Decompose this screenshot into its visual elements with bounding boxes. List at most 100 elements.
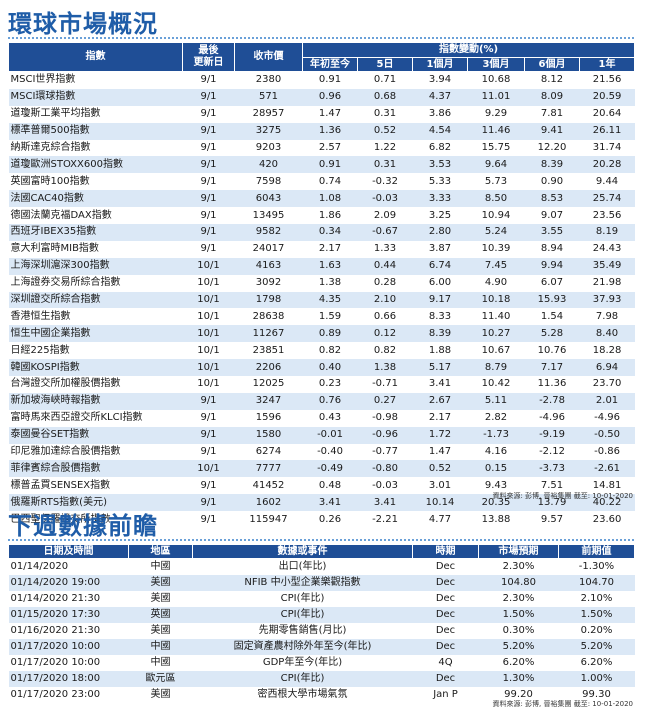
change-6m: -2.78: [524, 392, 580, 410]
change-5d: 0.71: [373, 74, 397, 86]
event-region: 中國: [150, 657, 171, 668]
change-1m: 8.39: [412, 325, 468, 343]
event-region: 中國: [150, 561, 171, 572]
index-name: 道瓊斯工業平均指數: [10, 108, 101, 120]
change-1y: 2.01: [579, 392, 635, 410]
change-6m: 9.41: [524, 122, 580, 140]
change-6m: 9.94: [524, 257, 580, 275]
event-region: 美國: [128, 575, 193, 591]
table-row: 01/17/2020 10:00 中國 GDP年至今(年比) 4Q 6.20% 6.20%: [9, 655, 635, 671]
close-price: 23851: [252, 344, 285, 356]
header-ytd: 年初至今: [302, 57, 358, 72]
event-period: 4Q: [438, 657, 453, 668]
change-3m: 9.29: [484, 108, 508, 120]
event-period: Dec: [412, 607, 479, 623]
change-3m: 11.46: [467, 122, 525, 140]
updated-date: 9/1: [182, 156, 235, 174]
table-row: 日經225指數 10/1 23851 0.82 0.82 1.88 10.67 10.76 18…: [9, 342, 635, 359]
change-6m: 15.93: [524, 291, 580, 309]
title-divider: [8, 539, 634, 541]
table-row: 標普孟買SENSEX指數 9/1 41452 0.48 -0.03 3.01 9.43 7.5…: [9, 477, 635, 494]
event-previous: 99.30: [582, 689, 611, 700]
change-1m: 2.67: [412, 392, 468, 410]
change-5d: -0.98: [372, 412, 398, 424]
table-row: 富時馬來西亞證交所KLCI指數 9/1 1596 0.43 -0.98 2.17 2.82 -…: [9, 410, 635, 427]
event-name: CPI(年比): [192, 607, 413, 623]
change-ytd: 1.36: [302, 122, 358, 140]
change-3m: -1.73: [467, 426, 525, 444]
change-3m: 10.39: [481, 243, 511, 255]
header-datetime: 日期及時間: [8, 544, 129, 559]
change-6m: 7.81: [540, 108, 564, 120]
change-5d: 1.38: [357, 359, 413, 377]
table-row: 上海深圳滬深300指數 10/1 4163 1.63 0.44 6.74 7.45 9.94 3…: [8, 257, 635, 275]
table-row: 新加坡海峽時報指數 9/1 3247 0.76 0.27 2.67 5.11 -2.78 2.0…: [8, 392, 635, 410]
change-ytd: 0.96: [302, 88, 358, 106]
updated-date: 9/1: [182, 88, 235, 106]
header-1m: 1個月: [412, 57, 468, 72]
table-row: 巴西聖保羅證交所指數 9/1 115947 0.26 -2.21 4.77 13.88 9.5…: [9, 511, 635, 528]
header-6m: 6個月: [524, 57, 580, 72]
change-ytd: 0.48: [318, 479, 342, 491]
change-1y: 9.44: [595, 175, 619, 187]
header-region: 地區: [128, 544, 193, 559]
updated-date: 9/1: [200, 142, 217, 153]
index-name: 標準普爾500指數: [8, 122, 183, 140]
index-name: 法國CAC40指數: [8, 190, 183, 208]
table-row: 台灣證交所加權股價指數 10/1 12025 0.23 -0.71 3.41 10.42 11…: [9, 376, 635, 393]
close-price: 13495: [252, 209, 285, 221]
header-close: 收市價: [234, 42, 303, 72]
change-1y: 7.98: [595, 310, 619, 322]
table-row: 道瓊歐洲STOXX600指數 9/1 420 0.91 0.31 3.53 9.64 8.39…: [8, 156, 635, 174]
close-price: 9203: [255, 142, 282, 153]
table-row: 01/14/2020 21:30 美國 CPI(年比) Dec 2.30% 2.10%: [9, 591, 635, 607]
change-6m: 12.20: [537, 142, 567, 153]
change-5d: 0.12: [357, 325, 413, 343]
change-ytd: -0.49: [302, 460, 358, 478]
change-ytd: 0.91: [302, 156, 358, 174]
close-price: 6043: [234, 190, 303, 208]
event-period: Dec: [412, 671, 479, 687]
event-region: 英國: [128, 607, 193, 623]
close-price: 2380: [255, 74, 282, 86]
index-name: 英國富時100指數: [10, 175, 90, 187]
updated-date: 10/1: [182, 359, 235, 377]
index-name: MSCI世界指數: [10, 74, 76, 86]
updated-date: 9/1: [182, 494, 235, 512]
change-3m: 7.45: [467, 257, 525, 275]
table-row: 標準普爾500指數 9/1 3275 1.36 0.52 4.54 11.46 9.41 26.…: [8, 122, 635, 140]
updated-date: 10/1: [182, 325, 235, 343]
table-row: 意大利富時MIB指數 9/1 24017 2.17 1.33 3.87 10.39 8.94 2…: [9, 241, 635, 258]
change-5d: -0.67: [357, 224, 413, 241]
event-region: 歐元區: [128, 671, 193, 687]
change-1m: 4.54: [412, 122, 468, 140]
header-forecast: 市場預期: [478, 544, 559, 559]
table-row: 01/17/2020 18:00 歐元區 CPI(年比) Dec 1.30% 1.00%: [8, 671, 635, 687]
event-previous: 0.20%: [580, 625, 613, 636]
change-ytd: 0.43: [318, 412, 342, 424]
header-5d: 5日: [357, 57, 413, 72]
change-3m: 20.35: [467, 494, 525, 512]
header-1y: 1年: [578, 57, 636, 72]
table-row: 01/17/2020 10:00 中國 固定資產農村除外年至今(年比) Dec 5.20…: [8, 639, 635, 655]
change-1y: 37.93: [579, 291, 635, 309]
event-period: Dec: [435, 625, 456, 636]
event-name: 固定資產農村除外年至今(年比): [192, 639, 413, 655]
change-5d: 0.28: [373, 277, 397, 289]
change-6m: -4.96: [539, 412, 565, 424]
table-row: 01/16/2020 21:30 美國 先期零售銷售(月比) Dec 0.30% 0.20…: [9, 623, 635, 639]
updated-date: 9/1: [200, 74, 217, 86]
change-6m: 1.54: [540, 310, 564, 322]
header-period: 時期: [412, 544, 479, 559]
change-3m: 15.75: [481, 142, 511, 153]
updated-date: 9/1: [182, 122, 235, 140]
close-price: 3092: [255, 277, 282, 289]
event-name: CPI(年比): [192, 671, 413, 687]
event-forecast: 1.50%: [478, 607, 559, 623]
table-row: 西班牙IBEX35指數 9/1 9582 0.34 -0.67 2.80 5.24 3.55 8…: [8, 224, 635, 241]
change-6m: 7.17: [524, 359, 580, 377]
change-ytd: 1.86: [318, 209, 342, 221]
event-datetime: 01/17/2020 23:00: [10, 689, 101, 700]
change-1y: 31.74: [592, 142, 622, 153]
change-1m: 3.94: [428, 74, 452, 86]
